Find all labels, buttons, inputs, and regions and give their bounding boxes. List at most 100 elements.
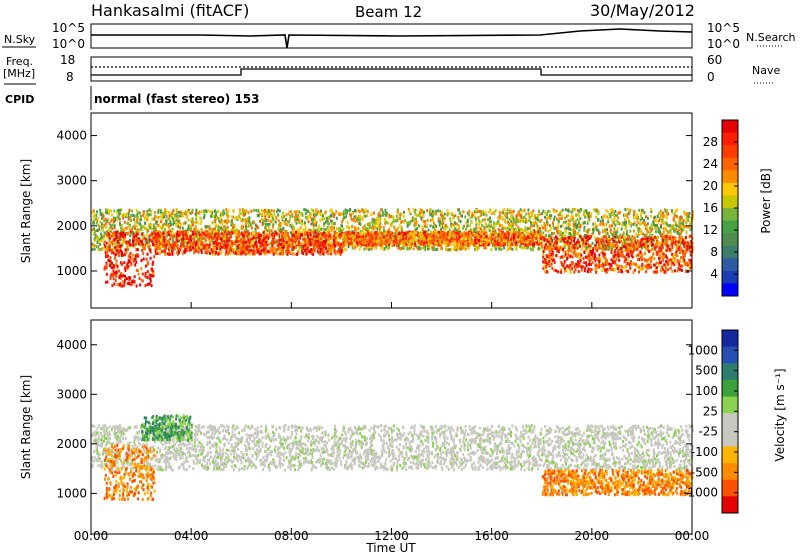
echo-cell [223,225,226,229]
echo-cell [502,209,505,213]
echo-cell [481,223,484,227]
echo-cell [316,230,319,234]
echo-cell [207,209,210,213]
echo-cell [466,220,469,224]
echo-cell [607,247,610,251]
echo-cell [402,214,405,218]
echo-cell [132,240,135,244]
echo-cell [284,244,287,248]
echo-cell [267,243,270,247]
echo-cell [240,219,243,223]
echo-cell [190,224,193,228]
echo-cell [363,214,366,218]
echo-cell [103,219,106,223]
echo-cell [654,218,657,222]
echo-cell [144,271,147,275]
echo-cell [485,213,488,217]
echo-cell [129,218,132,222]
echo-cell [259,212,262,216]
echo-cell [537,246,540,250]
echo-cell [572,208,575,212]
echo-cell [646,222,649,226]
echo-cell [290,231,293,235]
echo-cell [247,241,250,245]
echo-cell [114,242,117,246]
echo-cell [324,227,327,231]
echo-cell [623,218,626,222]
echo-cell [636,225,639,229]
echo-cell [165,215,168,219]
echo-cell [133,243,136,247]
echo-cell [224,252,227,256]
echo-cell [419,247,422,251]
echo-cell [140,258,143,262]
echo-cell [175,211,178,215]
echo-cell [92,209,95,213]
echo-cell [511,227,514,231]
echo-cell [678,222,681,226]
echo-cell [568,223,571,227]
echo-cell [184,248,187,252]
echo-cell [118,221,121,225]
echo-cell [557,237,560,241]
echo-cell [196,234,199,238]
echo-cell [422,246,425,250]
echo-cell [151,235,154,239]
echo-cell [589,214,592,218]
echo-cell [291,227,294,231]
echo-cell [240,212,243,216]
echo-cell [322,247,325,251]
echo-cell [112,269,115,273]
noise-tick-bottom-left: 10^0 [52,37,85,51]
echo-cell [334,231,337,235]
echo-cell [559,230,562,234]
echo-cell [144,244,147,248]
station-title: Hankasalmi (fitACF) [91,1,249,20]
echo-cell [337,212,340,216]
echo-cell [117,208,120,212]
echo-cell [561,216,564,220]
echo-cell [189,234,192,238]
echo-cell [489,216,492,220]
echo-cell [417,247,420,251]
echo-cell [649,243,652,247]
echo-cell [214,215,217,219]
echo-cell [372,211,375,215]
echo-cell [304,226,307,230]
echo-cell [372,245,375,249]
echo-cell [684,224,687,228]
echo-cell [266,229,269,233]
echo-cell [499,246,502,250]
echo-cell [506,248,509,252]
echo-cell [111,213,114,217]
echo-cell [585,234,588,238]
echo-cell [515,214,518,218]
echo-cell [542,226,545,230]
echo-cell [359,223,362,227]
echo-cell [129,228,132,232]
echo-cell [586,221,589,225]
echo-cell [543,222,546,226]
echo-cell [145,241,148,245]
echo-cell [98,228,101,232]
echo-cell [463,247,466,251]
echo-cell [146,234,149,238]
echo-cell [625,224,628,228]
echo-cell [258,219,261,223]
echo-cell [587,228,590,232]
echo-cell [526,227,529,231]
echo-cell [569,227,572,231]
echo-cell [310,222,313,226]
echo-cell [163,243,166,247]
echo-cell [506,226,509,230]
echo-cell [110,251,113,255]
echo-cell [612,220,615,224]
echo-cell [643,221,646,225]
echo-cell [129,243,132,247]
echo-cell [340,250,343,254]
echo-cell [350,217,353,221]
echo-cell [179,210,182,214]
echo-cell [227,209,230,213]
echo-cell [217,251,220,255]
echo-cell [439,213,442,217]
